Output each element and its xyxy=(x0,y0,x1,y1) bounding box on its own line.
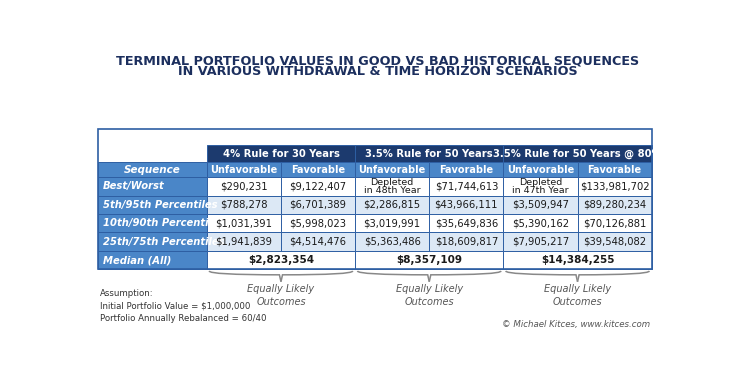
Text: $43,966,111: $43,966,111 xyxy=(435,200,498,210)
Bar xyxy=(98,163,207,177)
Text: $290,231: $290,231 xyxy=(220,181,268,191)
Text: $71,744,613: $71,744,613 xyxy=(435,181,498,191)
Text: $70,126,881: $70,126,881 xyxy=(583,218,646,228)
Text: Favorable: Favorable xyxy=(587,165,642,175)
Text: © Michael Kitces, www.kitces.com: © Michael Kitces, www.kitces.com xyxy=(502,320,650,329)
Text: $8,357,109: $8,357,109 xyxy=(397,255,462,265)
Text: Depleted: Depleted xyxy=(519,178,562,187)
Bar xyxy=(207,232,281,251)
Text: $3,019,991: $3,019,991 xyxy=(363,218,421,228)
Bar xyxy=(355,251,503,270)
Bar xyxy=(98,129,652,270)
Text: 10th/90th Percentiles: 10th/90th Percentiles xyxy=(103,218,225,228)
Text: Equally Likely
Outcomes: Equally Likely Outcomes xyxy=(248,284,315,307)
Bar xyxy=(355,163,429,177)
Text: $35,649,836: $35,649,836 xyxy=(435,218,498,228)
Text: Unfavorable: Unfavorable xyxy=(359,165,426,175)
Bar xyxy=(429,163,503,177)
Bar xyxy=(578,163,652,177)
Text: 4% Rule for 30 Years: 4% Rule for 30 Years xyxy=(223,149,340,159)
Text: Median (All): Median (All) xyxy=(103,255,171,265)
Bar xyxy=(503,195,578,214)
Text: $39,548,082: $39,548,082 xyxy=(583,237,646,247)
Text: $788,278: $788,278 xyxy=(220,200,268,210)
Bar xyxy=(503,146,652,163)
Bar xyxy=(281,232,355,251)
Text: Best/Worst: Best/Worst xyxy=(103,181,165,191)
Bar xyxy=(281,177,355,195)
Bar xyxy=(503,163,578,177)
Text: 3.5% Rule for 50 Years: 3.5% Rule for 50 Years xyxy=(366,149,493,159)
Text: 5th/95th Percentiles: 5th/95th Percentiles xyxy=(103,200,217,210)
Bar xyxy=(355,146,503,163)
Bar xyxy=(207,146,355,163)
Bar xyxy=(207,163,281,177)
Text: $18,609,817: $18,609,817 xyxy=(435,237,498,247)
Text: IN VARIOUS WITHDRAWAL & TIME HORIZON SCENARIOS: IN VARIOUS WITHDRAWAL & TIME HORIZON SCE… xyxy=(178,65,578,78)
Bar xyxy=(503,232,578,251)
Text: $2,823,354: $2,823,354 xyxy=(248,255,314,265)
Bar xyxy=(98,232,207,251)
Text: $4,514,476: $4,514,476 xyxy=(290,237,346,247)
Bar xyxy=(355,195,429,214)
Bar xyxy=(429,214,503,232)
Bar xyxy=(98,251,207,270)
Bar xyxy=(281,163,355,177)
Bar xyxy=(355,177,429,195)
Bar xyxy=(429,177,503,195)
Text: Equally Likely
Outcomes: Equally Likely Outcomes xyxy=(396,284,463,307)
Bar xyxy=(578,214,652,232)
Text: Favorable: Favorable xyxy=(439,165,493,175)
Text: 3.5% Rule for 50 Years @ 80%: 3.5% Rule for 50 Years @ 80% xyxy=(493,149,662,159)
Text: in 48th Year: in 48th Year xyxy=(364,186,421,195)
Bar xyxy=(207,177,281,195)
Bar xyxy=(503,214,578,232)
Text: Assumption:
Initial Portfolio Value = $1,000,000
Portfolio Annually Rebalanced =: Assumption: Initial Portfolio Value = $1… xyxy=(100,288,266,322)
Bar xyxy=(207,195,281,214)
Text: $89,280,234: $89,280,234 xyxy=(583,200,646,210)
Text: Depleted: Depleted xyxy=(371,178,413,187)
Bar xyxy=(578,177,652,195)
Text: $5,998,023: $5,998,023 xyxy=(290,218,346,228)
Bar xyxy=(207,251,355,270)
Bar xyxy=(98,177,207,195)
Bar xyxy=(355,232,429,251)
Bar xyxy=(429,195,503,214)
Bar xyxy=(281,195,355,214)
Text: $3,509,947: $3,509,947 xyxy=(512,200,569,210)
Bar xyxy=(355,214,429,232)
Bar xyxy=(503,251,652,270)
Text: Favorable: Favorable xyxy=(291,165,345,175)
Bar xyxy=(503,177,578,195)
Text: $1,031,391: $1,031,391 xyxy=(215,218,273,228)
Text: $6,701,389: $6,701,389 xyxy=(290,200,346,210)
Text: $9,122,407: $9,122,407 xyxy=(290,181,346,191)
Bar xyxy=(281,214,355,232)
Text: $14,384,255: $14,384,255 xyxy=(541,255,614,265)
Text: $133,981,702: $133,981,702 xyxy=(580,181,649,191)
Text: Unfavorable: Unfavorable xyxy=(210,165,278,175)
Text: 25th/75th Percentiles: 25th/75th Percentiles xyxy=(103,237,225,247)
Text: Unfavorable: Unfavorable xyxy=(507,165,574,175)
Text: $5,390,162: $5,390,162 xyxy=(512,218,569,228)
Bar xyxy=(578,195,652,214)
Text: Sequence: Sequence xyxy=(125,165,181,175)
Bar xyxy=(98,195,207,214)
Text: Equally Likely
Outcomes: Equally Likely Outcomes xyxy=(544,284,611,307)
Bar xyxy=(207,214,281,232)
Text: in 47th Year: in 47th Year xyxy=(512,186,569,195)
Bar xyxy=(98,214,207,232)
Bar xyxy=(578,232,652,251)
Text: $1,941,839: $1,941,839 xyxy=(215,237,273,247)
Text: TERMINAL PORTFOLIO VALUES IN GOOD VS BAD HISTORICAL SEQUENCES: TERMINAL PORTFOLIO VALUES IN GOOD VS BAD… xyxy=(116,54,639,67)
Bar xyxy=(429,232,503,251)
Text: $2,286,815: $2,286,815 xyxy=(363,200,421,210)
Text: $7,905,217: $7,905,217 xyxy=(511,237,569,247)
Text: $5,363,486: $5,363,486 xyxy=(364,237,421,247)
